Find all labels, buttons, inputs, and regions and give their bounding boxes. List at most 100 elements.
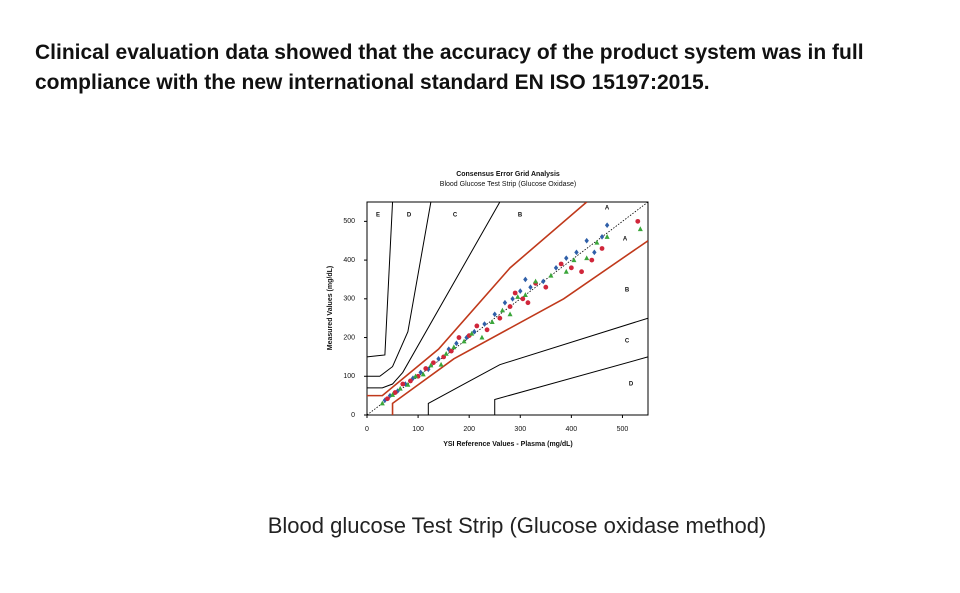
zone-label: D bbox=[407, 213, 412, 219]
data-point bbox=[451, 344, 457, 350]
data-point bbox=[523, 276, 528, 283]
data-point bbox=[390, 392, 396, 397]
x-tick-label: 200 bbox=[463, 426, 475, 433]
zone-boundary bbox=[367, 202, 394, 358]
x-tick-label: 300 bbox=[514, 426, 526, 433]
data-point bbox=[528, 284, 533, 290]
data-point bbox=[456, 335, 462, 340]
data-point bbox=[454, 340, 459, 347]
data-point bbox=[436, 356, 441, 362]
data-point bbox=[533, 278, 539, 284]
data-point bbox=[558, 261, 564, 267]
data-point bbox=[589, 257, 595, 263]
y-axis-label: Measured Values (mg/dL) bbox=[327, 266, 334, 350]
data-point bbox=[599, 246, 605, 251]
data-point bbox=[482, 321, 487, 327]
x-tick-label: 0 bbox=[365, 426, 369, 433]
data-point bbox=[499, 307, 505, 313]
zone-label: B bbox=[625, 288, 630, 294]
data-point bbox=[637, 226, 643, 232]
data-point bbox=[469, 330, 475, 336]
data-point bbox=[525, 300, 531, 306]
data-point bbox=[479, 334, 485, 340]
data-point bbox=[413, 373, 419, 379]
data-point bbox=[507, 311, 513, 317]
zone-boundary bbox=[391, 240, 648, 415]
x-tick-label: 400 bbox=[566, 426, 578, 433]
data-point bbox=[515, 294, 521, 299]
data-point bbox=[489, 319, 495, 325]
data-point bbox=[548, 272, 554, 278]
y-tick-label: 500 bbox=[343, 218, 355, 225]
data-point bbox=[472, 328, 477, 335]
data-point bbox=[522, 292, 528, 297]
data-point bbox=[541, 278, 546, 285]
data-point bbox=[635, 218, 641, 224]
data-point bbox=[392, 390, 398, 395]
data-point bbox=[492, 311, 497, 318]
zone-boundary bbox=[427, 317, 648, 415]
identity-line bbox=[367, 202, 648, 415]
y-tick-label: 400 bbox=[343, 257, 355, 264]
data-point bbox=[379, 400, 385, 406]
data-point bbox=[474, 323, 480, 329]
data-point bbox=[564, 255, 569, 261]
data-point bbox=[568, 265, 574, 271]
data-point bbox=[579, 269, 584, 275]
data-point bbox=[584, 255, 590, 261]
data-point bbox=[574, 249, 579, 256]
data-point bbox=[431, 360, 436, 366]
data-point bbox=[497, 315, 503, 321]
y-tick-label: 300 bbox=[343, 296, 355, 303]
data-point bbox=[518, 288, 523, 294]
data-point bbox=[385, 396, 390, 402]
data-point bbox=[438, 361, 444, 367]
data-point bbox=[510, 296, 515, 302]
data-point bbox=[418, 369, 423, 376]
data-point bbox=[584, 237, 589, 244]
data-point bbox=[553, 265, 559, 271]
data-point bbox=[408, 378, 413, 384]
data-point bbox=[423, 366, 429, 371]
zone-label: A bbox=[623, 237, 628, 243]
data-point bbox=[428, 362, 434, 368]
zone-label: E bbox=[376, 213, 380, 219]
zone-label: C bbox=[453, 213, 458, 219]
data-point bbox=[448, 348, 454, 354]
data-point bbox=[604, 234, 610, 239]
plot-frame bbox=[366, 201, 649, 416]
zone-label: C bbox=[625, 339, 630, 345]
chart-title: Consensus Error Grid Analysis bbox=[456, 171, 560, 178]
data-point bbox=[543, 284, 549, 290]
data-point bbox=[397, 385, 403, 391]
plot-area bbox=[367, 202, 648, 415]
x-axis-label: YSI Reference Values - Plasma (mg/dL) bbox=[443, 441, 573, 448]
data-point bbox=[520, 296, 526, 302]
zone-label: A bbox=[605, 206, 610, 212]
data-point bbox=[599, 234, 605, 240]
data-point bbox=[405, 381, 411, 387]
data-point bbox=[461, 338, 467, 344]
zone-label: B bbox=[518, 213, 523, 219]
data-point bbox=[400, 381, 406, 387]
data-point bbox=[484, 327, 490, 333]
data-point bbox=[592, 249, 597, 256]
caption: Blood glucose Test Strip (Glucose oxidas… bbox=[267, 513, 767, 538]
data-point bbox=[507, 304, 513, 309]
data-point bbox=[571, 257, 577, 263]
y-tick-label: 100 bbox=[343, 373, 355, 380]
data-point bbox=[594, 239, 600, 245]
x-tick-label: 500 bbox=[617, 426, 629, 433]
data-point bbox=[420, 371, 426, 377]
zone-boundary bbox=[367, 202, 432, 377]
heading: Clinical evaluation data showed that the… bbox=[35, 41, 864, 94]
data-point bbox=[502, 299, 508, 306]
zone-boundary bbox=[367, 202, 588, 397]
x-tick-label: 100 bbox=[412, 426, 424, 433]
zone-boundary bbox=[367, 202, 501, 389]
data-point bbox=[512, 290, 518, 296]
data-point bbox=[563, 268, 569, 274]
zone-boundary bbox=[494, 356, 648, 415]
zone-label: D bbox=[629, 382, 634, 388]
